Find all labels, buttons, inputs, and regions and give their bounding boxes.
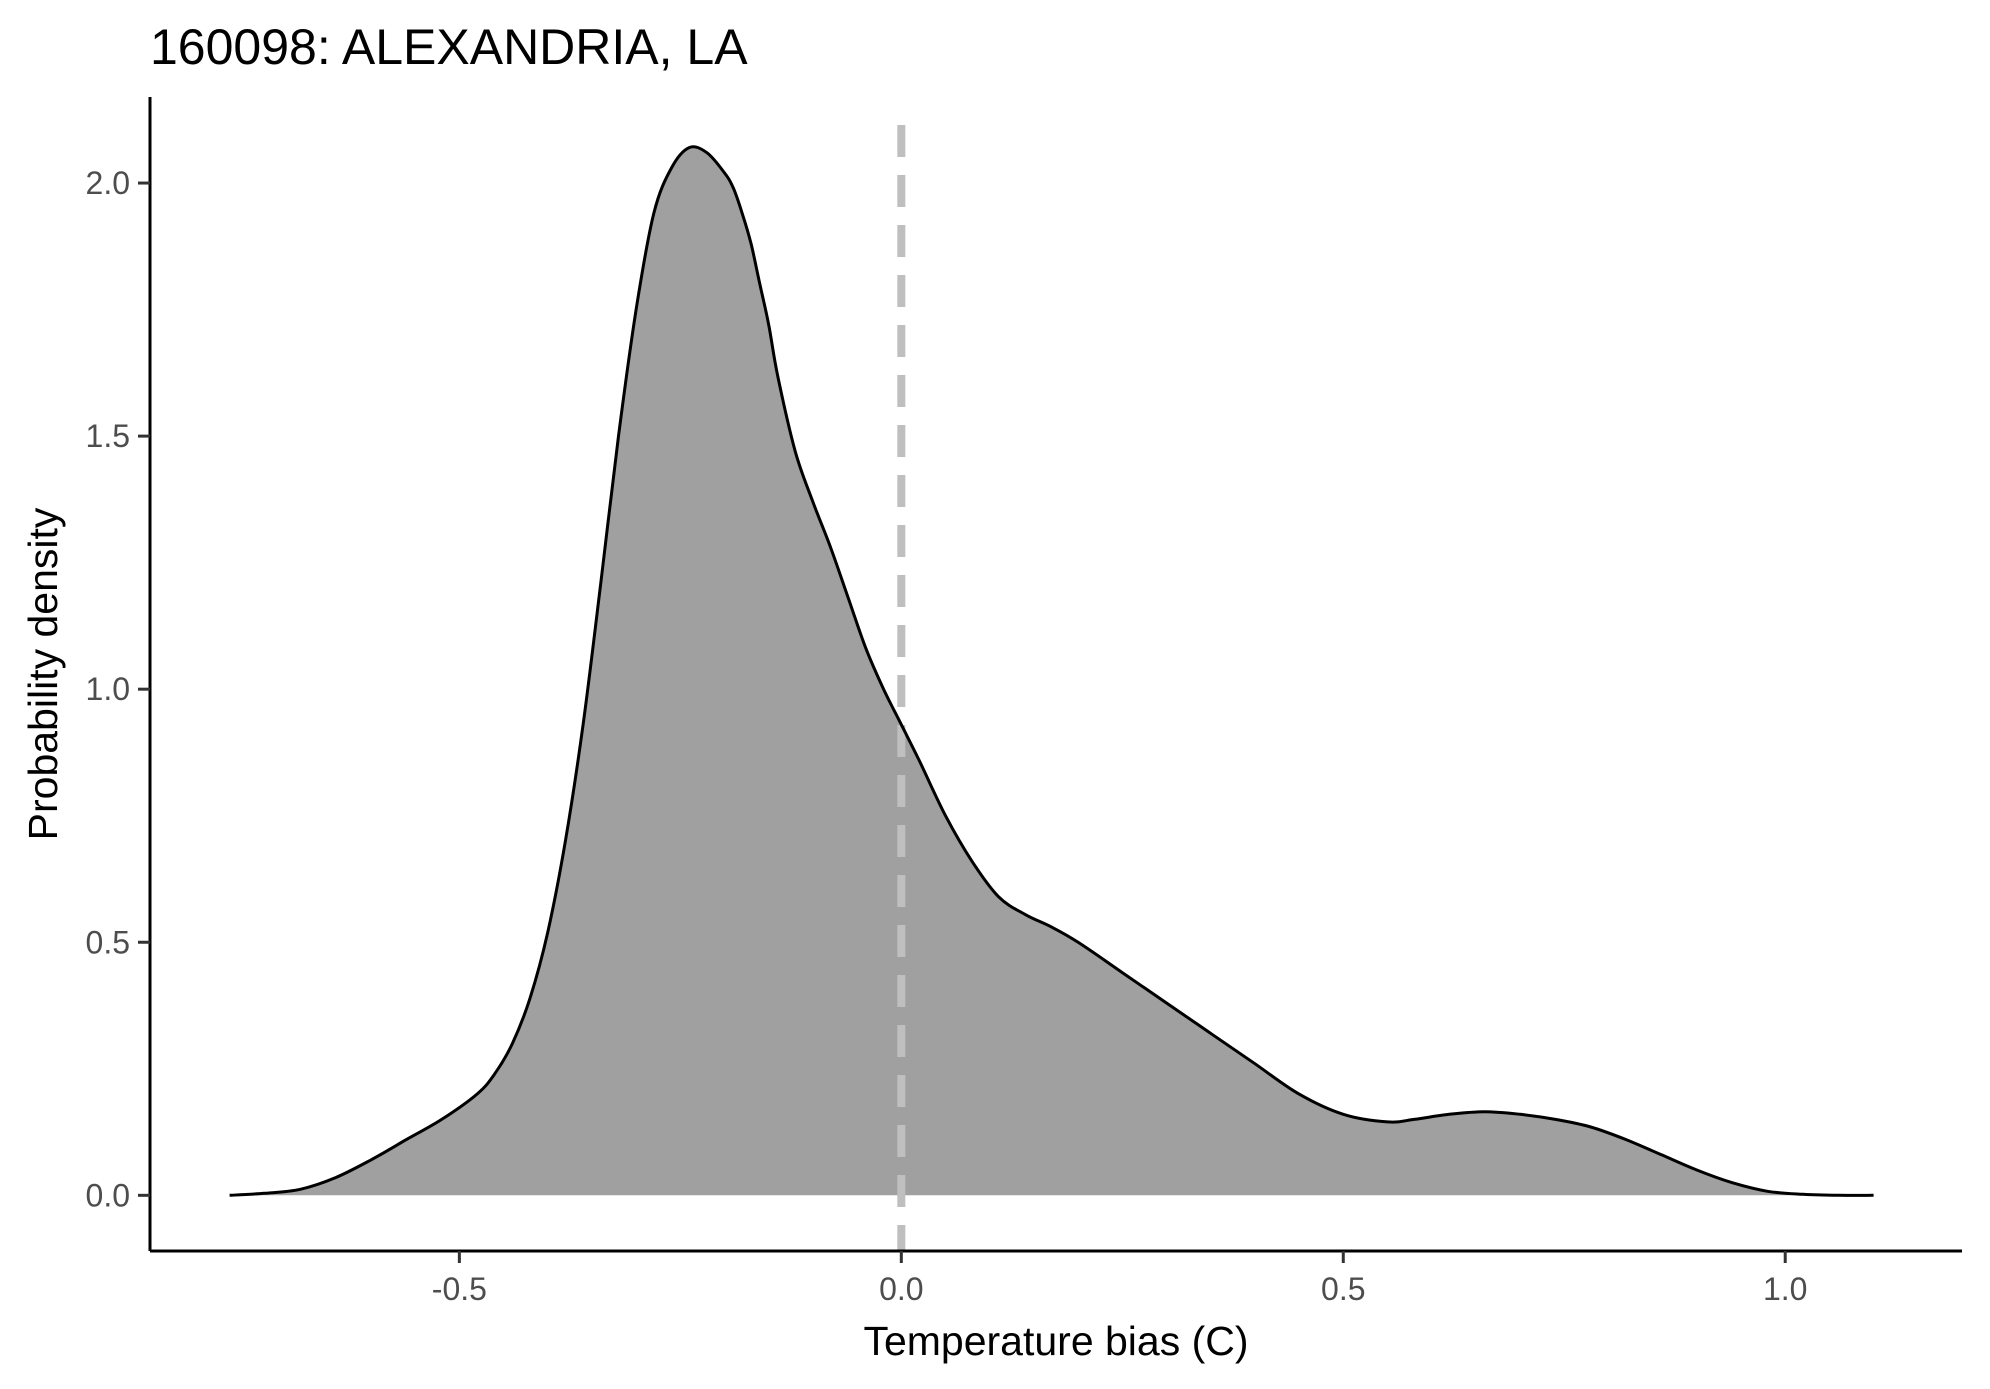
x-axis-title: Temperature bias (C): [863, 1318, 1248, 1364]
plot-area: [229, 125, 1874, 1251]
y-tick-label: 0.0: [86, 1177, 130, 1213]
chart-title: 160098: ALEXANDRIA, LA: [150, 19, 748, 75]
y-tick-label: 0.5: [86, 924, 130, 960]
x-tick-label: 1.0: [1763, 1271, 1807, 1307]
y-tick-label: 2.0: [86, 165, 130, 201]
x-tick-label: 0.0: [879, 1271, 923, 1307]
x-tick-label: -0.5: [432, 1271, 487, 1307]
x-axis-ticks: -0.5 0.0 0.5 1.0: [432, 1251, 1807, 1307]
y-axis-title: Probability density: [20, 507, 66, 840]
y-axis-ticks: 0.0 0.5 1.0 1.5 2.0: [86, 165, 150, 1213]
y-tick-label: 1.5: [86, 418, 130, 454]
density-area: [229, 146, 1874, 1196]
density-line: [229, 145, 1874, 1197]
y-tick-label: 1.0: [86, 671, 130, 707]
x-tick-label: 0.5: [1321, 1271, 1365, 1307]
